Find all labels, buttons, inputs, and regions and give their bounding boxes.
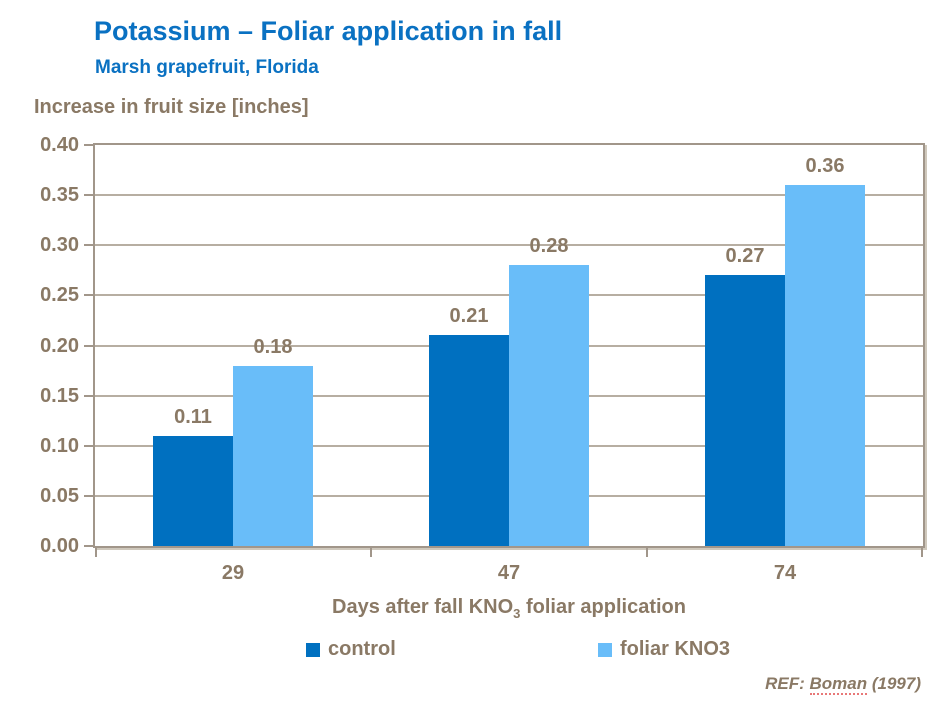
x-axis-tick: [370, 548, 372, 557]
x-axis-tick: [646, 548, 648, 557]
y-axis-tick-label: 0.15: [40, 384, 79, 407]
y-axis-tick: [84, 444, 94, 447]
bar-value-label: 0.21: [449, 305, 489, 328]
x-axis-title: Days after fall KNO3 foliar application: [95, 596, 923, 621]
x-axis-category-label: 74: [773, 562, 797, 584]
x-axis-title-text: Days after fall KNO: [332, 596, 514, 618]
y-axis-tick: [84, 344, 94, 347]
bar-control-29: [153, 435, 233, 546]
bar-control-47: [429, 335, 509, 546]
legend-label: foliar KNO3: [620, 638, 731, 660]
plot-area: Days after fall KNO3 foliar application …: [40, 134, 925, 695]
y-axis-tick: [84, 545, 94, 547]
legend: control foliar KNO3: [95, 638, 923, 664]
y-axis-tick-label: 0.40: [40, 134, 79, 156]
x-axis-title-text-tail: foliar application: [520, 596, 686, 618]
x-axis-category-label: 29: [221, 562, 245, 584]
y-axis-tick-label: 0.05: [40, 484, 79, 507]
bar-foliar-KNO3-29: [233, 365, 313, 546]
y-axis-tick-label: 0.30: [40, 234, 79, 257]
y-axis-tick-label: 0.10: [40, 434, 79, 457]
y-axis-tick: [84, 194, 94, 197]
chart-subtitle: Marsh grapefruit, Florida: [95, 57, 319, 78]
y-axis-title: Increase in fruit size [inches]: [34, 96, 309, 118]
reference-flagged-word: Boman: [809, 674, 868, 695]
legend-label: control: [328, 638, 396, 660]
bar-control-74: [705, 275, 785, 546]
y-axis-tick-label: 0.00: [40, 535, 79, 557]
y-axis-tick: [84, 144, 94, 146]
x-axis-tick: [95, 548, 97, 557]
gridline: [95, 194, 923, 197]
y-axis-tick-label: 0.20: [40, 334, 79, 357]
reference-prefix: REF:: [765, 674, 810, 693]
bar-value-label: 0.28: [529, 235, 569, 258]
legend-swatch: [306, 642, 320, 657]
y-axis-tick: [84, 244, 94, 247]
bar-foliar-KNO3-74: [785, 185, 865, 546]
y-axis-tick: [84, 494, 94, 497]
y-axis-tick-label: 0.35: [40, 184, 79, 207]
x-axis-title-subscript: 3: [513, 606, 521, 621]
bar-value-label: 0.18: [253, 335, 293, 358]
bar-value-label: 0.27: [725, 245, 765, 268]
reference-text: REF: Boman (1997): [95, 674, 923, 695]
reference-suffix: (1997): [867, 674, 921, 693]
bar-value-label: 0.36: [805, 155, 845, 178]
legend-swatch: [598, 642, 612, 657]
y-axis-tick-label: 0.25: [40, 284, 79, 307]
x-axis-tick: [921, 548, 923, 557]
legend-item-control: control: [306, 638, 396, 661]
bar-value-label: 0.11: [174, 405, 212, 428]
x-axis-category-label: 47: [497, 562, 521, 584]
gridline: [95, 244, 923, 247]
y-axis-tick: [84, 294, 94, 297]
legend-item-foliar-KNO3: foliar KNO3: [598, 638, 730, 661]
bar-foliar-KNO3-47: [509, 265, 589, 546]
chart-title: Potassium – Foliar application in fall: [94, 16, 563, 46]
y-axis-tick: [84, 394, 94, 397]
